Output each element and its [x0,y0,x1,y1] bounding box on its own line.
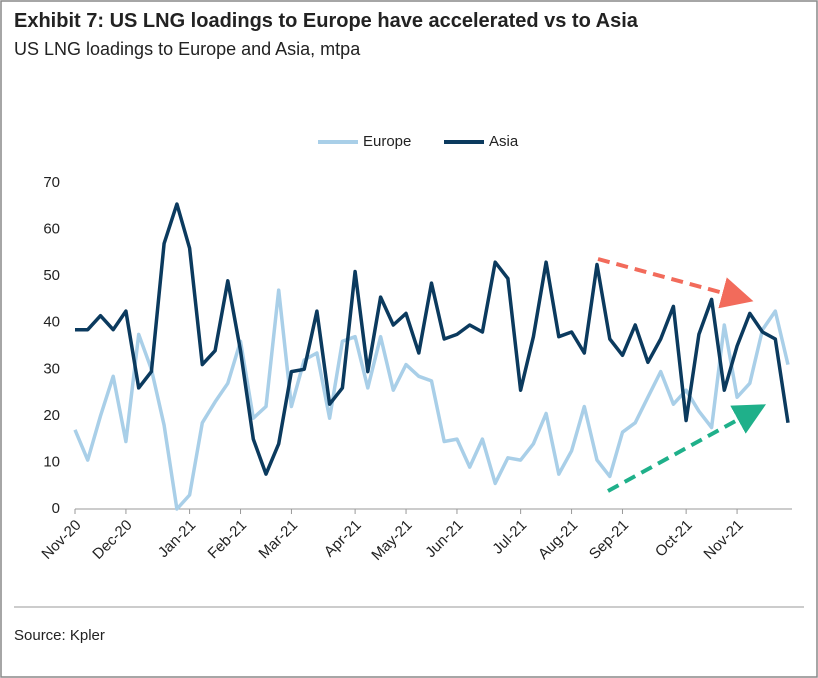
y-tick-label: 50 [43,267,60,284]
annotation-arrow [597,257,754,309]
y-tick-label: 20 [43,407,60,424]
y-tick-label: 70 [43,174,60,191]
legend-label: Asia [489,133,519,150]
y-tick-label: 0 [52,500,60,517]
y-tick-label: 40 [43,314,60,331]
line-series [73,288,790,511]
source: Source: Kpler [14,627,105,644]
y-tick-label: 60 [43,221,60,238]
chart-subtitle: US LNG loadings to Europe and Asia, mtpa [14,39,361,59]
line-series [75,202,790,476]
y-tick-label: 10 [43,453,60,470]
legend-label: Europe [363,133,411,150]
chart-title: Exhibit 7: US LNG loadings to Europe hav… [14,10,639,32]
annotation-arrow [607,404,767,493]
y-tick-label: 30 [43,360,60,377]
